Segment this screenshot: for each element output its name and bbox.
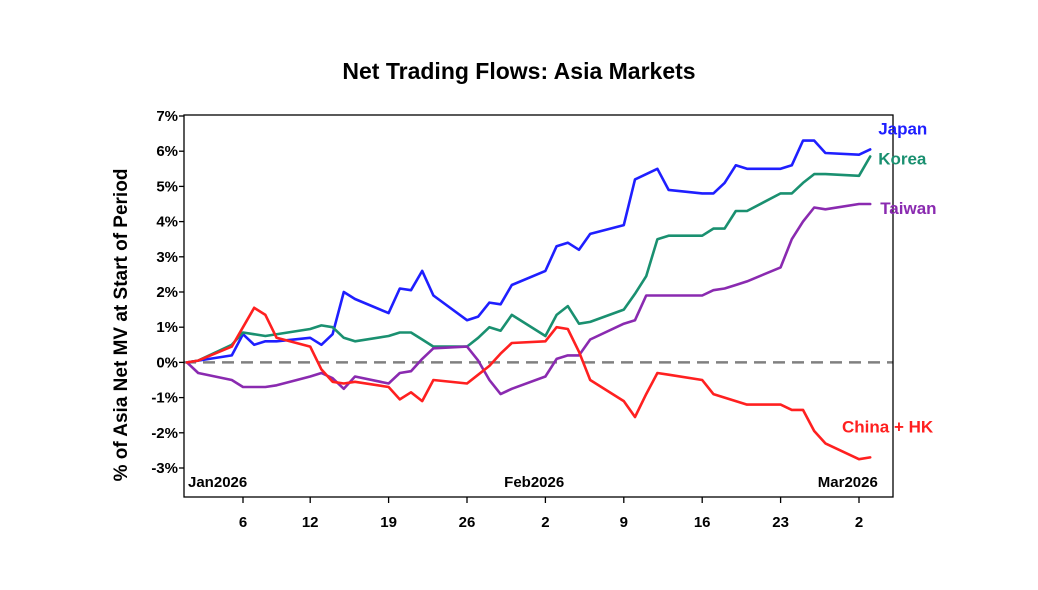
series-label-3: China + HK (842, 417, 934, 436)
series-label-1: Korea (878, 149, 927, 168)
y-tick-label: -3% (151, 460, 178, 477)
x-tick-label: 23 (772, 514, 789, 531)
x-tick-label: 6 (239, 514, 247, 531)
series-line-1 (185, 155, 872, 364)
series-label-2: Taiwan (880, 199, 936, 218)
x-tick-label: 19 (380, 514, 397, 531)
x-tick-label: 2 (855, 514, 863, 531)
series-line-3 (185, 306, 872, 461)
y-tick-label: -2% (151, 425, 178, 442)
y-tick-label: 2% (156, 284, 178, 301)
period-label: Mar2026 (818, 474, 878, 491)
plot-frame (183, 114, 894, 498)
y-tick-label: 6% (156, 143, 178, 160)
period-label: Feb2026 (504, 474, 564, 491)
y-tick-label: -1% (151, 390, 178, 407)
period-label: Jan2026 (188, 474, 247, 491)
y-tick-label: 7% (156, 108, 178, 125)
series-line-2 (185, 202, 872, 396)
series-line-0 (185, 139, 872, 364)
y-tick-label: 1% (156, 319, 178, 336)
x-tick-label: 9 (620, 514, 628, 531)
y-tick-label: 3% (156, 249, 178, 266)
x-tick-label: 16 (694, 514, 711, 531)
y-tick-label: 5% (156, 178, 178, 195)
chart-title: Net Trading Flows: Asia Markets (342, 58, 696, 84)
series-label-0: Japan (878, 119, 927, 138)
y-tick-label: 4% (156, 214, 178, 231)
x-tick-label: 26 (459, 514, 476, 531)
y-tick-label: 0% (156, 354, 178, 371)
x-tick-label: 2 (541, 514, 549, 531)
x-tick-label: 12 (302, 514, 319, 531)
